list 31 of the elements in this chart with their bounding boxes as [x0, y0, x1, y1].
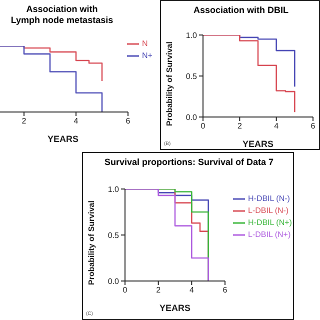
y-tick-label: 0.5	[186, 72, 198, 81]
x-tick-label: 2	[156, 286, 162, 295]
x-tick-label: 2	[237, 122, 242, 131]
y-tick-label: 0.0	[186, 112, 198, 122]
x-tick-label: 0	[200, 122, 206, 131]
x-axis-title: YEARS	[47, 134, 79, 144]
legend-label: H-DBIL (N+)	[248, 217, 292, 229]
y-axis-title: Probability of Survival	[164, 42, 174, 126]
x-tick-label: 2	[22, 116, 27, 126]
x-tick-label: 0	[122, 286, 128, 295]
y-tick-label: 0.5	[108, 230, 120, 240]
chart-title: Association with DBIL	[192, 5, 290, 16]
legend-label: L-DBIL (N+)	[248, 229, 291, 241]
x-axis-title: YEARS	[159, 303, 191, 313]
x-tick-label: 6	[126, 116, 131, 126]
x-axis-title: YEARS	[242, 139, 274, 149]
y-tick-label: 0.0	[108, 276, 120, 286]
x-tick-label: 4	[74, 116, 79, 126]
legend-label: N+	[142, 50, 152, 62]
legend-label: L-DBIL (N-)	[248, 205, 289, 217]
legend-label: N	[142, 38, 148, 50]
x-tick-label: 6	[310, 122, 316, 131]
y-tick-label: 1.0	[186, 30, 198, 40]
y-tick-label: 1.0	[108, 184, 120, 194]
x-tick-label: 6	[222, 286, 228, 295]
chart-title: Association with Lymph node metastasis	[10, 4, 114, 26]
legend-label: H-DBIL (N-)	[248, 193, 290, 205]
x-tick-label: 4	[274, 122, 280, 131]
chart-title: Survival proportions: Survival of Data 7	[103, 157, 275, 168]
y-axis-title: Probability of Survival	[86, 200, 96, 285]
x-tick-label: 4	[189, 286, 194, 295]
